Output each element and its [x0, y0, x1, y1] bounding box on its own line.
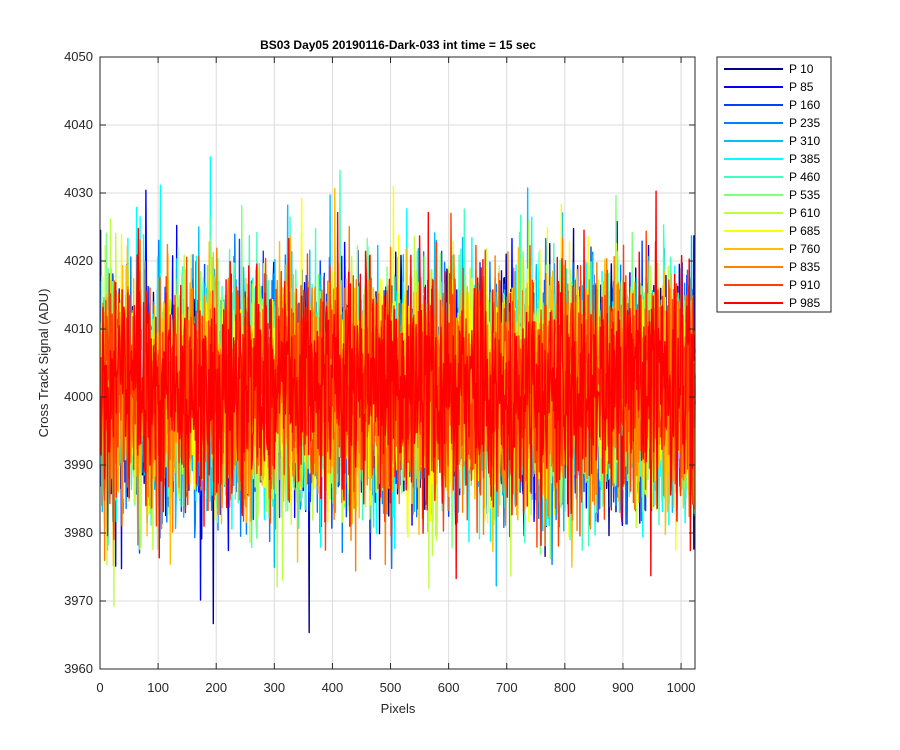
- legend-label: P 385: [789, 152, 820, 166]
- legend: P 10 P 85 P 160 P 235 P 310 P 385 P 460 P 535 P …: [716, 56, 832, 313]
- x-tick-label: 500: [380, 680, 402, 695]
- legend-label: P 235: [789, 116, 820, 130]
- y-tick-label: 4010: [64, 321, 93, 336]
- y-axis-label: Cross Track Signal (ADU): [36, 289, 51, 438]
- axes-box: [99, 56, 696, 670]
- y-tick-label: 3960: [64, 661, 93, 676]
- legend-label: P 835: [789, 260, 820, 274]
- plot-area: 0 100 200 300 400 500 600 700 800 900 1000 3960 3970…: [64, 49, 696, 695]
- legend-label: P 910: [789, 278, 820, 292]
- x-tick-label: 0: [96, 680, 103, 695]
- y-tick-label: 4030: [64, 185, 93, 200]
- x-tick-label: 400: [322, 680, 344, 695]
- y-tick-label: 4040: [64, 117, 93, 132]
- legend-label: P 460: [789, 170, 820, 184]
- axis-ticks: 0 100 200 300 400 500 600 700 800 900 1000 3960 3970…: [64, 49, 695, 695]
- legend-label: P 760: [789, 242, 820, 256]
- series-line-p-985: [99, 190, 696, 580]
- legend-box: [716, 56, 832, 313]
- x-tick-label: 100: [147, 680, 169, 695]
- legend-label: P 85: [789, 80, 814, 94]
- x-tick-label: 700: [496, 680, 518, 695]
- chart-title: BS03 Day05 20190116-Dark-033 int time = …: [260, 38, 536, 52]
- legend-label: P 610: [789, 206, 820, 220]
- y-tick-label: 4050: [64, 49, 93, 64]
- y-tick-label: 3990: [64, 457, 93, 472]
- legend-label: P 535: [789, 188, 820, 202]
- x-tick-label: 300: [263, 680, 285, 695]
- legend-label: P 310: [789, 134, 820, 148]
- x-tick-label: 200: [205, 680, 227, 695]
- x-tick-label: 1000: [667, 680, 696, 695]
- y-tick-label: 4020: [64, 253, 93, 268]
- legend-label: P 685: [789, 224, 820, 238]
- x-tick-label: 800: [554, 680, 576, 695]
- legend-label: P 160: [789, 98, 820, 112]
- x-tick-label: 900: [612, 680, 634, 695]
- y-tick-label: 3980: [64, 525, 93, 540]
- legend-label: P 10: [789, 62, 814, 76]
- legend-label: P 985: [789, 296, 820, 310]
- x-tick-label: 600: [438, 680, 460, 695]
- series-lines: [99, 156, 696, 634]
- x-axis-label: Pixels: [381, 701, 416, 716]
- y-tick-label: 4000: [64, 389, 93, 404]
- y-tick-label: 3970: [64, 593, 93, 608]
